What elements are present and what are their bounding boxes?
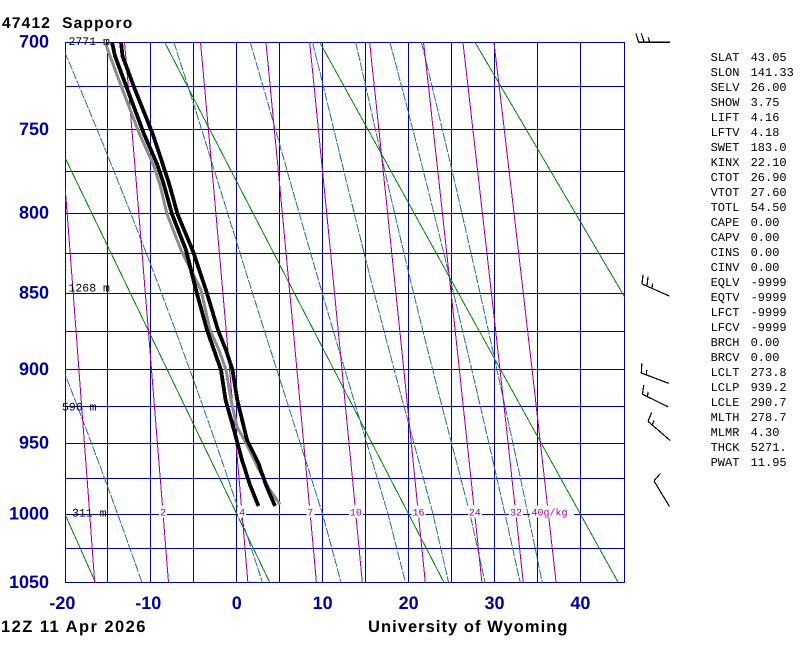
svg-text:4: 4 — [239, 509, 245, 520]
svg-text:1050: 1050 — [9, 572, 49, 592]
svg-text:KINX: KINX — [711, 156, 740, 170]
svg-text:EQLV: EQLV — [711, 276, 741, 290]
svg-text:7: 7 — [307, 509, 313, 520]
svg-text:PWAT: PWAT — [711, 456, 740, 470]
svg-text:3.75: 3.75 — [751, 96, 780, 110]
svg-text:27.60: 27.60 — [751, 186, 787, 200]
svg-text:CAPE: CAPE — [711, 216, 740, 230]
svg-text:16: 16 — [412, 509, 424, 520]
svg-text:BRCV: BRCV — [711, 351, 741, 365]
svg-text:0.00: 0.00 — [751, 261, 780, 275]
svg-text:TOTL: TOTL — [711, 201, 740, 215]
svg-text:4.30: 4.30 — [751, 426, 780, 440]
svg-text:-9999: -9999 — [751, 291, 787, 305]
svg-text:47412 Sapporo: 47412 Sapporo — [2, 15, 133, 32]
svg-text:0.00: 0.00 — [751, 336, 780, 350]
svg-text:20: 20 — [399, 593, 419, 613]
svg-text:273.8: 273.8 — [751, 366, 787, 380]
svg-text:CINS: CINS — [711, 246, 740, 260]
svg-text:VTOT: VTOT — [711, 186, 740, 200]
svg-text:LIFT: LIFT — [711, 111, 740, 125]
svg-text:183.0: 183.0 — [751, 141, 787, 155]
svg-text:LCLT: LCLT — [711, 366, 740, 380]
svg-text:0.00: 0.00 — [751, 351, 780, 365]
svg-text:-10: -10 — [135, 593, 161, 613]
svg-text:939.2: 939.2 — [751, 381, 787, 395]
svg-text:-9999: -9999 — [751, 306, 787, 320]
svg-text:800: 800 — [19, 203, 49, 223]
svg-text:2771 m: 2771 m — [69, 36, 111, 49]
svg-text:10: 10 — [313, 593, 333, 613]
svg-text:311 m: 311 m — [72, 508, 107, 521]
svg-text:CAPV: CAPV — [711, 231, 741, 245]
svg-text:11.95: 11.95 — [751, 456, 787, 470]
svg-text:EQTV: EQTV — [711, 291, 741, 305]
svg-text:-9999: -9999 — [751, 321, 787, 335]
svg-text:MLMR: MLMR — [711, 426, 740, 440]
svg-text:596 m: 596 m — [62, 402, 97, 415]
svg-text:MLTH: MLTH — [711, 411, 740, 425]
svg-text:1000: 1000 — [9, 504, 49, 524]
svg-text:26.00: 26.00 — [751, 81, 787, 95]
svg-text:278.7: 278.7 — [751, 411, 787, 425]
svg-text:SHOW: SHOW — [711, 96, 741, 110]
svg-text:SLAT: SLAT — [711, 51, 740, 65]
svg-text:290.7: 290.7 — [751, 396, 787, 410]
svg-text:4.16: 4.16 — [751, 111, 780, 125]
svg-text:LFCT: LFCT — [711, 306, 740, 320]
svg-text:0: 0 — [232, 593, 242, 613]
svg-text:5271.: 5271. — [751, 441, 787, 455]
svg-text:LFCV: LFCV — [711, 321, 741, 335]
svg-text:LCLP: LCLP — [711, 381, 740, 395]
svg-text:University of Wyoming: University of Wyoming — [368, 618, 569, 636]
svg-text:THCK: THCK — [711, 441, 741, 455]
svg-text:24: 24 — [469, 509, 481, 520]
svg-text:950: 950 — [19, 433, 49, 453]
svg-text:LCLE: LCLE — [711, 396, 740, 410]
svg-text:22.10: 22.10 — [751, 156, 787, 170]
svg-text:SWET: SWET — [711, 141, 740, 155]
svg-text:2: 2 — [160, 509, 166, 520]
svg-text:CTOT: CTOT — [711, 171, 740, 185]
svg-text:43.05: 43.05 — [751, 51, 787, 65]
svg-text:0.00: 0.00 — [751, 216, 780, 230]
svg-text:BRCH: BRCH — [711, 336, 740, 350]
svg-text:LFTV: LFTV — [711, 126, 741, 140]
svg-text:30: 30 — [484, 593, 504, 613]
svg-text:900: 900 — [19, 359, 49, 379]
svg-text:SELV: SELV — [711, 81, 741, 95]
svg-text:750: 750 — [19, 119, 49, 139]
svg-text:700: 700 — [19, 32, 49, 52]
svg-text:SLON: SLON — [711, 66, 740, 80]
svg-text:54.50: 54.50 — [751, 201, 787, 215]
svg-text:40: 40 — [570, 593, 590, 613]
svg-text:12Z 11 Apr 2026: 12Z 11 Apr 2026 — [1, 618, 147, 636]
svg-text:10: 10 — [350, 509, 362, 520]
svg-text:4.18: 4.18 — [751, 126, 780, 140]
svg-text:40g/kg: 40g/kg — [532, 508, 568, 520]
svg-text:32: 32 — [510, 509, 522, 520]
svg-text:141.33: 141.33 — [751, 66, 794, 80]
svg-text:-9999: -9999 — [751, 276, 787, 290]
svg-text:0.00: 0.00 — [751, 231, 780, 245]
svg-text:26.90: 26.90 — [751, 171, 787, 185]
svg-text:850: 850 — [19, 283, 49, 303]
svg-text:1268 m: 1268 m — [69, 283, 111, 296]
svg-text:-20: -20 — [49, 593, 75, 613]
svg-text:0.00: 0.00 — [751, 246, 780, 260]
svg-text:CINV: CINV — [711, 261, 741, 275]
